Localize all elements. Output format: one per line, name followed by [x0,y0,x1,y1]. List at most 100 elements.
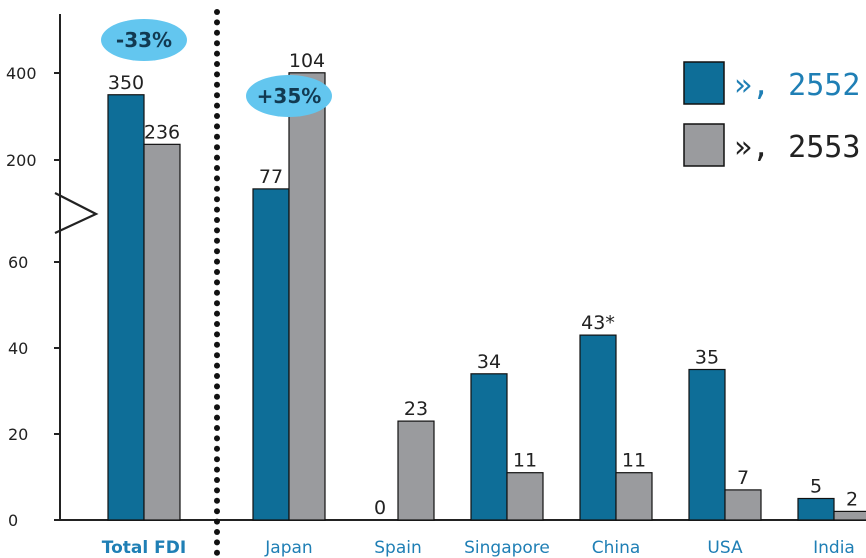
separator-dot [214,466,220,473]
data-label: 23 [404,398,428,420]
bar [833,510,866,521]
bar [688,368,726,521]
category-label: Japan [264,538,312,558]
data-label: 77 [259,166,283,188]
separator-dot [214,113,220,119]
data-label: 43* [581,312,615,334]
y-tick-label: 0 [8,511,18,530]
bar [143,143,181,521]
legend-swatch [683,123,725,167]
separator-dot [214,50,220,57]
separator-dot [214,445,220,452]
legend-item: », 2553 [683,123,860,167]
category-label: India [813,538,855,558]
bar [252,188,290,521]
separator-dot [214,279,220,286]
category-labels: Total FDI Japan Spain Singapore China USA Indi… [102,538,855,558]
separator-dot [214,383,220,390]
separator-dot [214,206,220,213]
bar [797,497,835,521]
y-tick-label: 200 [6,151,37,170]
data-label: 2 [846,488,858,510]
separator-dot [214,341,220,348]
separator-dot [214,19,220,26]
data-label: 34 [477,351,501,373]
separator-dot [214,9,220,15]
separator-dot [214,29,220,36]
separator-dot [214,456,220,463]
separator-dot [214,196,220,203]
separator-dot [214,258,220,265]
change-badge: -33% [101,19,187,61]
separator-dot [214,144,220,151]
data-label: 5 [810,476,822,498]
legend-label: », 2553 [734,130,860,165]
separator-dot [214,217,220,223]
separator-dot [214,133,220,140]
separator-dot [214,487,220,494]
bar [397,420,435,521]
separator-dot [214,81,220,88]
separator-dot [214,352,220,359]
bar [470,373,508,521]
separator-dot [214,404,220,411]
separator-dot [214,175,220,182]
legend-swatch [683,61,725,105]
bar [506,472,544,521]
separator-dot [214,71,220,78]
separator-dot [214,393,220,400]
separator-dot [214,539,220,546]
separator-dot [214,331,220,338]
category-label: Total FDI [102,538,186,558]
separator-dot [214,425,220,431]
separator-dot [214,549,220,556]
separator-dot [214,269,220,275]
bar [107,94,145,521]
y-tick-label: 60 [8,253,28,272]
data-label: 350 [108,72,144,94]
badge-ellipse [246,75,332,117]
data-label: 7 [737,467,749,489]
category-label: China [592,538,641,558]
y-tick-label: 40 [8,339,28,358]
separator-dot [214,237,220,244]
separator-dot [214,362,220,369]
separator-dot [214,92,220,99]
separator-dot [214,477,220,483]
y-tick-label: 400 [6,64,37,83]
axis-break-symbol [54,192,99,234]
bar [288,72,326,521]
separator-dot [214,300,220,307]
data-label: 11 [513,450,537,472]
separator-dot [214,518,220,525]
separator-dot [214,227,220,234]
separator-dot [214,154,220,161]
data-label: 0 [374,497,386,519]
separator-dot [214,508,220,515]
data-label: 35 [695,347,719,369]
separator-dot [214,310,220,317]
bar [615,472,653,521]
badge-text: -33% [116,28,172,52]
separator-dot [214,61,220,67]
separator-dot [214,289,220,296]
data-label: 236 [144,121,180,143]
separator-dotted-line [214,9,220,556]
badge-ellipse [101,19,187,61]
bar [724,489,762,521]
separator-dot [214,497,220,504]
separator-dot [214,40,220,47]
separator-dot [214,185,220,192]
legend-item: », 2552 [683,61,860,105]
separator-dot [214,248,220,255]
category-label: Singapore [464,538,550,558]
value-labels: 350 236 77 104 0 23 34 11 43* 11 35 7 5 2 [108,50,858,519]
bar [579,334,617,521]
category-label: USA [707,538,743,558]
category-label: Spain [374,538,422,558]
separator-dot [214,435,220,442]
data-label: 104 [289,50,325,72]
separator-dot [214,123,220,130]
